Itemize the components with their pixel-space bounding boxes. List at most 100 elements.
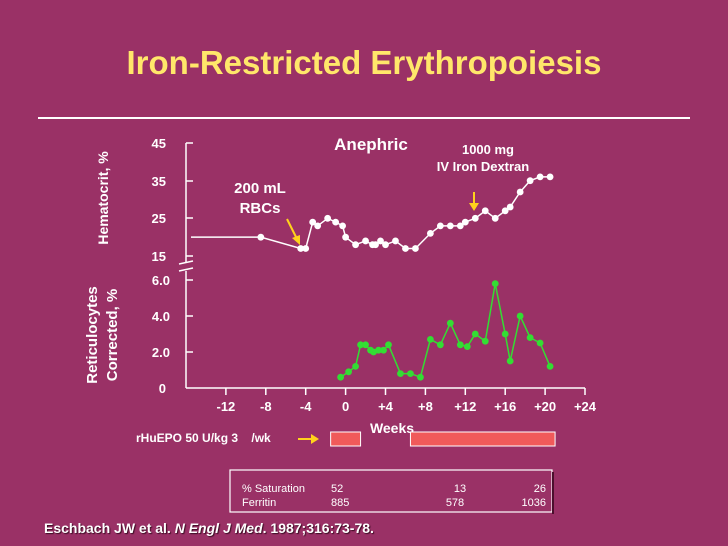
rbc-arrow-head [292,235,300,245]
hematocrit-point [392,237,399,245]
hematocrit-point [481,207,489,215]
rbc-annotation-line2: RBCs [240,200,281,217]
citation-authors: Eschbach JW et al. [44,520,171,536]
hematocrit-tick-label: 45 [152,136,166,151]
hematocrit-series [190,173,554,252]
epo-arrow-head [311,434,319,444]
reticulocyte-point [456,341,464,349]
ferritin-value: 885 [331,497,349,509]
reticulocyte-point [337,373,345,381]
hematocrit-point [436,222,444,230]
epo-label: rHuEPO 50 U/kg 3 /wk [136,431,271,445]
rbc-arrow-shaft [286,218,298,240]
iron-arrow [469,192,479,211]
hematocrit-point [314,222,322,230]
hematocrit-point [309,218,317,226]
citation: Eschbach JW et al. N Engl J Med. 1987;31… [44,520,374,536]
hematocrit-point [446,222,454,230]
reticulocyte-point [546,363,554,370]
reticulocyte-axis-label-line1: Reticulocytes [84,286,101,384]
hematocrit-tick-label: 25 [152,211,166,226]
reticulocyte-point [397,370,404,377]
reticulocyte-point [417,373,424,381]
hematocrit-point [536,173,544,181]
hematocrit-point [491,214,499,222]
hematocrit-point [324,214,332,222]
ferritin-value: 578 [446,497,464,509]
epo-dosing-bar [409,431,556,447]
reticulocyte-point [407,370,414,377]
reticulocyte-point [446,319,454,327]
x-tick-label: +4 [378,399,394,414]
reticulocyte-point [380,346,387,354]
reticulocyte-point [357,341,364,349]
saturation-value: 13 [454,483,466,495]
reticulocyte-point [491,280,499,287]
hematocrit-point [426,230,434,237]
epo-arrow [298,434,319,444]
reticulocyte-point [501,330,509,338]
x-tick-label: -8 [260,399,272,414]
axis-break-marker [178,260,194,272]
hematocrit-point [297,245,305,252]
hematocrit-point [471,214,479,222]
reticulocyte-tick-label: 4.0 [152,309,170,324]
x-axis-ticks: -12 -8 -4 0 +4 +8 +12 +16 +20 +24 [217,388,597,414]
reticulocyte-line [340,283,551,379]
epo-dosing-bars [330,431,556,447]
hematocrit-point [382,241,389,249]
rbc-annotation-line1: 200 mL [234,180,286,197]
x-axis-label: Weeks [370,420,414,436]
x-tick-label: +12 [454,399,476,414]
saturation-value: 26 [534,483,546,495]
x-tick-label: 0 [342,399,349,414]
reticulocyte-point [436,341,444,349]
reticulocyte-point [506,357,514,365]
reticulocyte-point [426,336,434,343]
hematocrit-tick-label: 15 [152,249,166,264]
iron-arrow-head [469,203,479,211]
hematocrit-point [339,222,347,230]
x-tick-label: +20 [534,399,556,414]
hematocrit-point [362,237,369,245]
citation-details: . 1987;316:73-78. [262,520,374,536]
reticulocyte-point [471,330,479,338]
iron-annotation-line2: IV Iron Dextran [437,159,530,174]
hematocrit-point [516,188,524,196]
ferritin-value: 1036 [522,497,546,509]
reticulocyte-point [385,341,392,349]
hematocrit-point [352,241,359,249]
saturation-label: % Saturation [242,483,305,495]
reticulocyte-tick-label: 6.0 [152,273,170,288]
hematocrit-tick-label: 35 [152,174,166,189]
hematocrit-point [377,237,384,245]
rbc-arrow [286,218,300,245]
reticulocyte-y-ticks [186,279,193,353]
hematocrit-point [332,218,340,226]
x-tick-label: -12 [217,399,236,414]
hematocrit-point [412,245,419,252]
reticulocyte-point [375,346,382,354]
hematocrit-point [546,173,554,181]
reticulocyte-point [352,363,359,370]
reticulocyte-point [345,368,352,376]
reticulocyte-point [481,337,489,345]
hematocrit-point [506,203,514,211]
reticulocyte-point [516,312,524,320]
x-tick-label: +16 [494,399,516,414]
iron-annotation-line1: 1000 mg [462,142,514,157]
hematocrit-point [526,177,534,185]
hematocrit-point [456,222,464,230]
reticulocyte-tick-label: 2.0 [152,345,170,360]
saturation-value: 52 [331,483,343,495]
hematocrit-point [402,245,409,252]
reticulocyte-series [337,280,554,381]
page-title: Iron-Restricted Erythropoiesis [127,44,602,81]
reticulocyte-point [536,339,544,347]
hematocrit-point [257,233,265,241]
hematocrit-point [302,245,310,252]
reticulocyte-tick-label: 0 [159,381,166,396]
x-tick-label: +8 [418,399,433,414]
hematocrit-point [342,233,349,241]
